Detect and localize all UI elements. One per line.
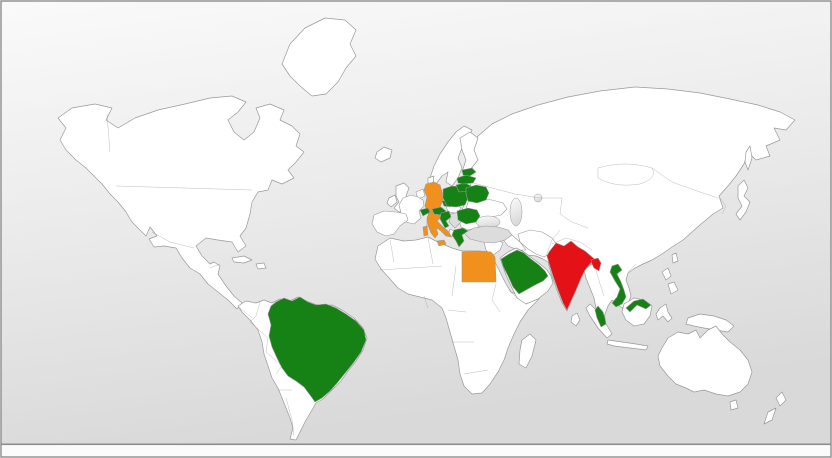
country-spain-portugal xyxy=(371,210,409,237)
island-cuba xyxy=(231,255,253,264)
country-philippines xyxy=(661,267,672,281)
island-taiwan xyxy=(671,252,679,264)
country-philippines-south xyxy=(667,281,679,295)
landmass-greenland xyxy=(281,17,357,97)
island-new-guinea xyxy=(685,313,735,333)
landmass-north-america xyxy=(57,95,305,310)
highlighted-regions xyxy=(267,167,652,403)
country-turkey[interactable] xyxy=(463,225,513,244)
country-egypt[interactable] xyxy=(461,250,497,283)
country-vietnam[interactable] xyxy=(609,263,627,308)
country-australia xyxy=(657,325,753,397)
island-sakhalin xyxy=(744,145,753,171)
country-malaysia-borneo[interactable] xyxy=(625,298,652,313)
footer-strip xyxy=(1,445,831,457)
island-madagascar xyxy=(518,333,537,369)
country-india[interactable] xyxy=(546,240,602,311)
country-malaysia-peninsula[interactable] xyxy=(594,305,607,328)
country-romania[interactable] xyxy=(456,207,481,225)
caspian-sea xyxy=(509,197,523,227)
island-java xyxy=(606,339,649,351)
country-ireland xyxy=(386,194,398,208)
map-baseline xyxy=(1,443,831,446)
internal-borders xyxy=(106,113,727,437)
country-croatia[interactable] xyxy=(439,210,452,229)
country-new-zealand-north xyxy=(775,391,787,407)
island-sardinia[interactable] xyxy=(422,225,429,237)
country-estonia[interactable] xyxy=(461,167,477,177)
island-tasmania xyxy=(729,399,739,411)
island-sulawesi xyxy=(655,303,673,323)
island-sri-lanka xyxy=(570,312,581,327)
country-finland xyxy=(459,131,479,173)
landmass-africa xyxy=(374,236,546,395)
island-hispaniola xyxy=(255,262,267,270)
country-albania xyxy=(448,228,455,238)
country-belarus[interactable] xyxy=(465,184,490,204)
country-saudi-arabia[interactable] xyxy=(500,249,549,295)
island-sicily[interactable] xyxy=(436,239,447,247)
country-greece[interactable] xyxy=(451,227,469,248)
country-japan xyxy=(735,179,751,221)
landmass-iceland xyxy=(374,146,393,163)
country-switzerland[interactable] xyxy=(419,207,431,217)
country-new-zealand-south xyxy=(763,407,777,425)
country-italy[interactable] xyxy=(426,210,452,239)
country-bangladesh[interactable] xyxy=(590,257,602,272)
inland-seas xyxy=(475,193,543,229)
country-brazil[interactable] xyxy=(267,296,367,403)
